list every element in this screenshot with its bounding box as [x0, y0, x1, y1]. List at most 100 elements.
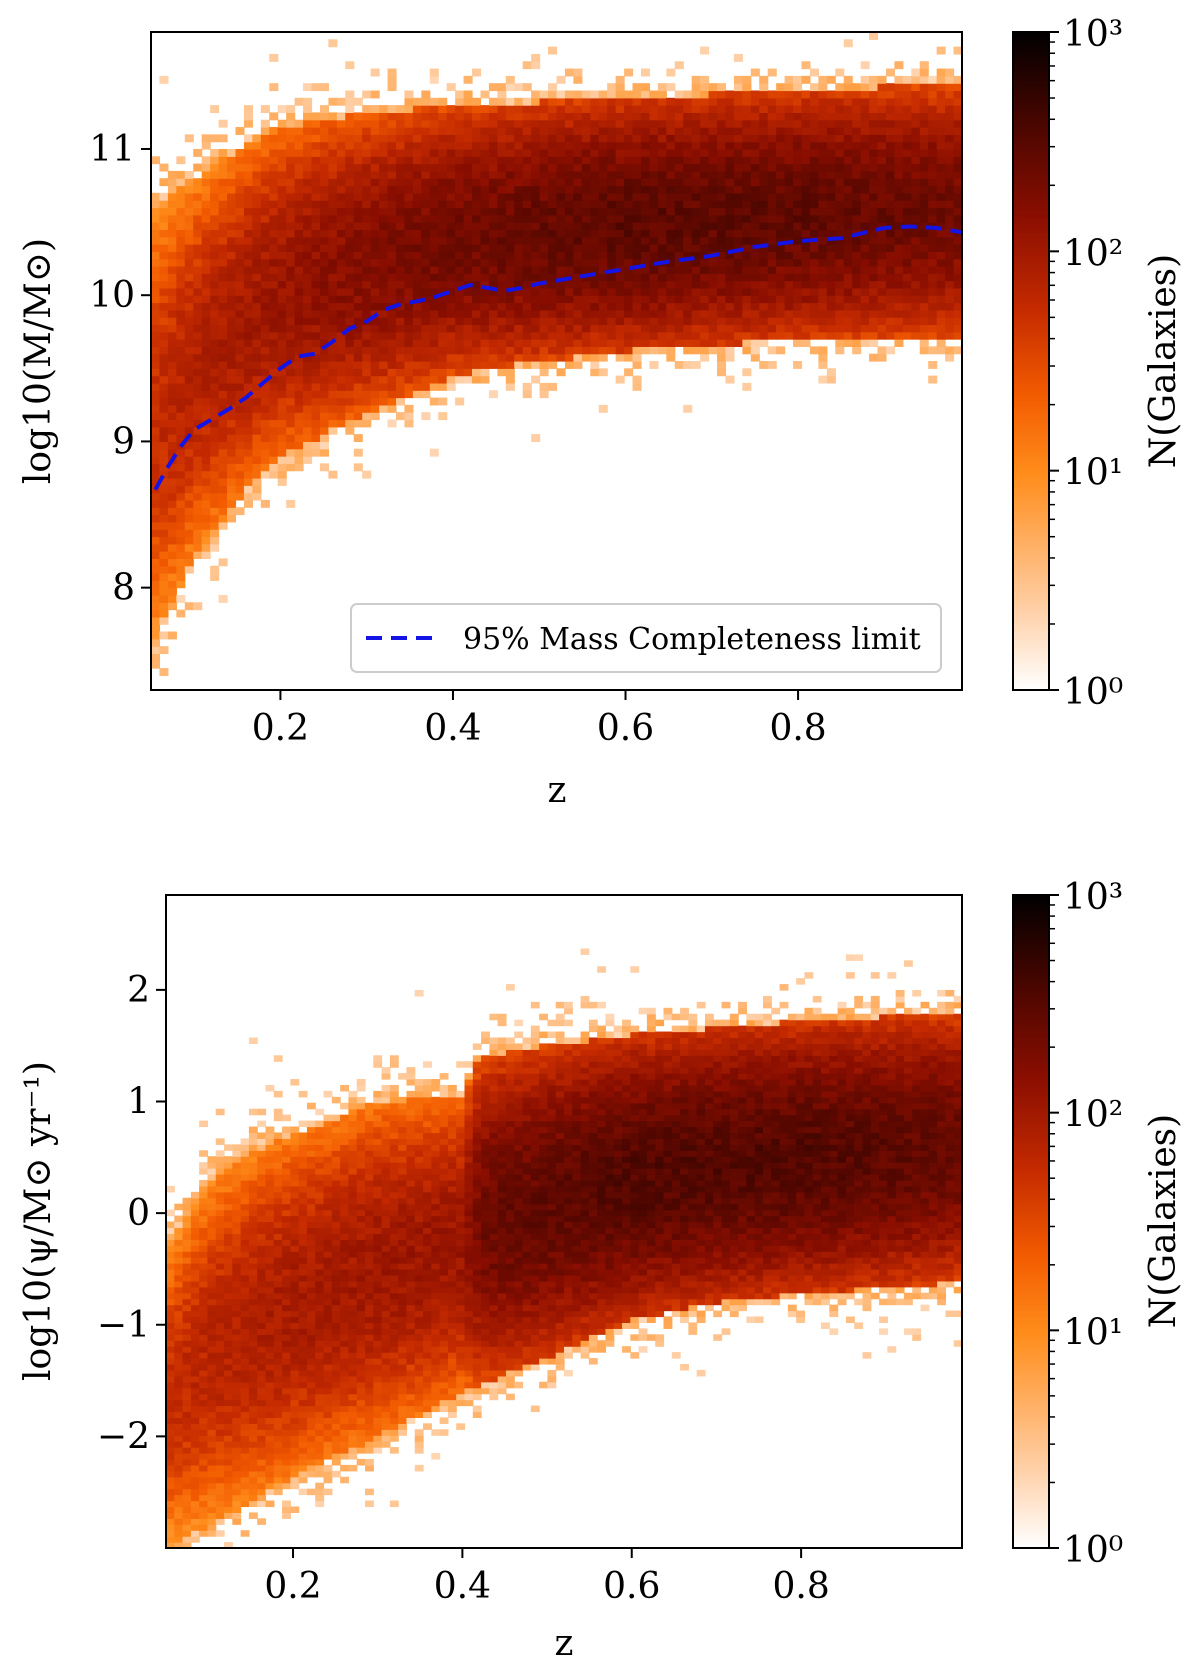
histogram-bin: [421, 214, 431, 223]
histogram-bin: [691, 141, 701, 150]
histogram-bin: [928, 229, 938, 238]
histogram-bin: [480, 324, 490, 333]
histogram-bin: [590, 258, 600, 267]
histogram-bin: [232, 1168, 242, 1175]
histogram-bin: [199, 1518, 209, 1525]
histogram-bin: [666, 192, 676, 201]
histogram-bin: [700, 229, 710, 238]
histogram-bin: [201, 163, 211, 172]
histogram-bin: [235, 361, 245, 369]
histogram-bin: [269, 361, 279, 369]
histogram-bin: [936, 141, 946, 150]
histogram-bin: [328, 353, 338, 362]
histogram-bin: [166, 1221, 175, 1229]
histogram-bin: [260, 361, 270, 369]
histogram-bin: [649, 200, 659, 209]
histogram-bin: [328, 148, 338, 157]
histogram-bin: [190, 1429, 200, 1436]
histogram-bin: [182, 1363, 192, 1371]
histogram-bin: [286, 178, 296, 187]
histogram-bin: [166, 1464, 175, 1472]
histogram-bin: [190, 1417, 200, 1424]
histogram-bin: [522, 185, 532, 194]
histogram-bin: [260, 302, 270, 311]
histogram-bin: [224, 1369, 233, 1377]
histogram-bin: [176, 536, 186, 545]
legend: 95% Mass Completeness limit: [350, 603, 942, 673]
histogram-bin: [353, 141, 363, 150]
histogram-bin: [480, 127, 490, 135]
histogram-bin: [286, 404, 296, 413]
histogram-bin: [252, 178, 262, 187]
histogram-bin: [193, 324, 203, 333]
histogram-bin: [215, 1162, 225, 1169]
histogram-bin: [455, 258, 465, 267]
histogram-bin: [598, 214, 608, 223]
histogram-bin: [708, 280, 718, 289]
histogram-bin: [232, 1363, 242, 1371]
histogram-bin: [387, 324, 397, 333]
histogram-bin: [395, 317, 406, 326]
histogram-bin: [936, 46, 946, 55]
histogram-bin: [303, 148, 313, 157]
histogram-bin: [911, 324, 921, 333]
histogram-bin: [294, 119, 304, 128]
histogram-bin: [953, 331, 962, 340]
histogram-bin: [683, 258, 693, 267]
histogram-bin: [877, 280, 887, 289]
histogram-bin: [159, 251, 169, 260]
histogram-bin: [207, 1363, 217, 1371]
histogram-bin: [649, 302, 659, 311]
histogram-bin: [581, 280, 591, 289]
histogram-bin: [215, 1233, 225, 1240]
histogram-bin: [210, 412, 220, 421]
sfr-heatmap: [166, 948, 962, 1548]
histogram-bin: [174, 1488, 184, 1496]
histogram-bin: [776, 83, 786, 92]
histogram-bin: [852, 251, 862, 260]
histogram-bin: [902, 156, 912, 165]
histogram-bin: [257, 1257, 267, 1264]
histogram-bin: [260, 463, 270, 472]
histogram-bin: [514, 280, 524, 289]
histogram-bin: [224, 1298, 233, 1306]
histogram-bin: [953, 309, 962, 318]
histogram-bin: [683, 251, 693, 260]
histogram-bin: [742, 222, 752, 230]
histogram-bin: [843, 302, 853, 311]
histogram-bin: [294, 456, 304, 464]
histogram-bin: [869, 83, 879, 92]
histogram-bin: [404, 112, 414, 121]
histogram-bin: [708, 317, 718, 326]
histogram-bin: [412, 265, 422, 274]
histogram-bin: [835, 83, 845, 92]
histogram-bin: [902, 287, 912, 296]
histogram-bin: [911, 236, 921, 245]
histogram-bin: [269, 419, 279, 428]
histogram-bin: [182, 1518, 192, 1525]
histogram-bin: [598, 295, 608, 304]
histogram-bin: [166, 1346, 175, 1353]
histogram-bin: [345, 170, 355, 179]
histogram-bin: [480, 170, 490, 179]
histogram-bin: [573, 258, 583, 267]
histogram-bin: [311, 134, 321, 143]
histogram-bin: [624, 119, 634, 128]
histogram-bin: [151, 251, 161, 260]
histogram-bin: [902, 178, 912, 187]
histogram-bin: [248, 1126, 258, 1134]
histogram-bin: [514, 148, 524, 157]
histogram-bin: [928, 280, 938, 289]
histogram-bin: [176, 244, 186, 252]
histogram-bin: [265, 1352, 275, 1359]
histogram-bin: [826, 324, 836, 333]
histogram-bin: [199, 1179, 209, 1187]
histogram-bin: [159, 551, 169, 559]
histogram-bin: [207, 1530, 217, 1537]
histogram-bin: [700, 244, 710, 252]
histogram-bin: [174, 1292, 184, 1300]
histogram-bin: [184, 222, 194, 230]
histogram-bin: [412, 236, 422, 245]
histogram-bin: [463, 112, 473, 121]
histogram-bin: [379, 361, 389, 369]
